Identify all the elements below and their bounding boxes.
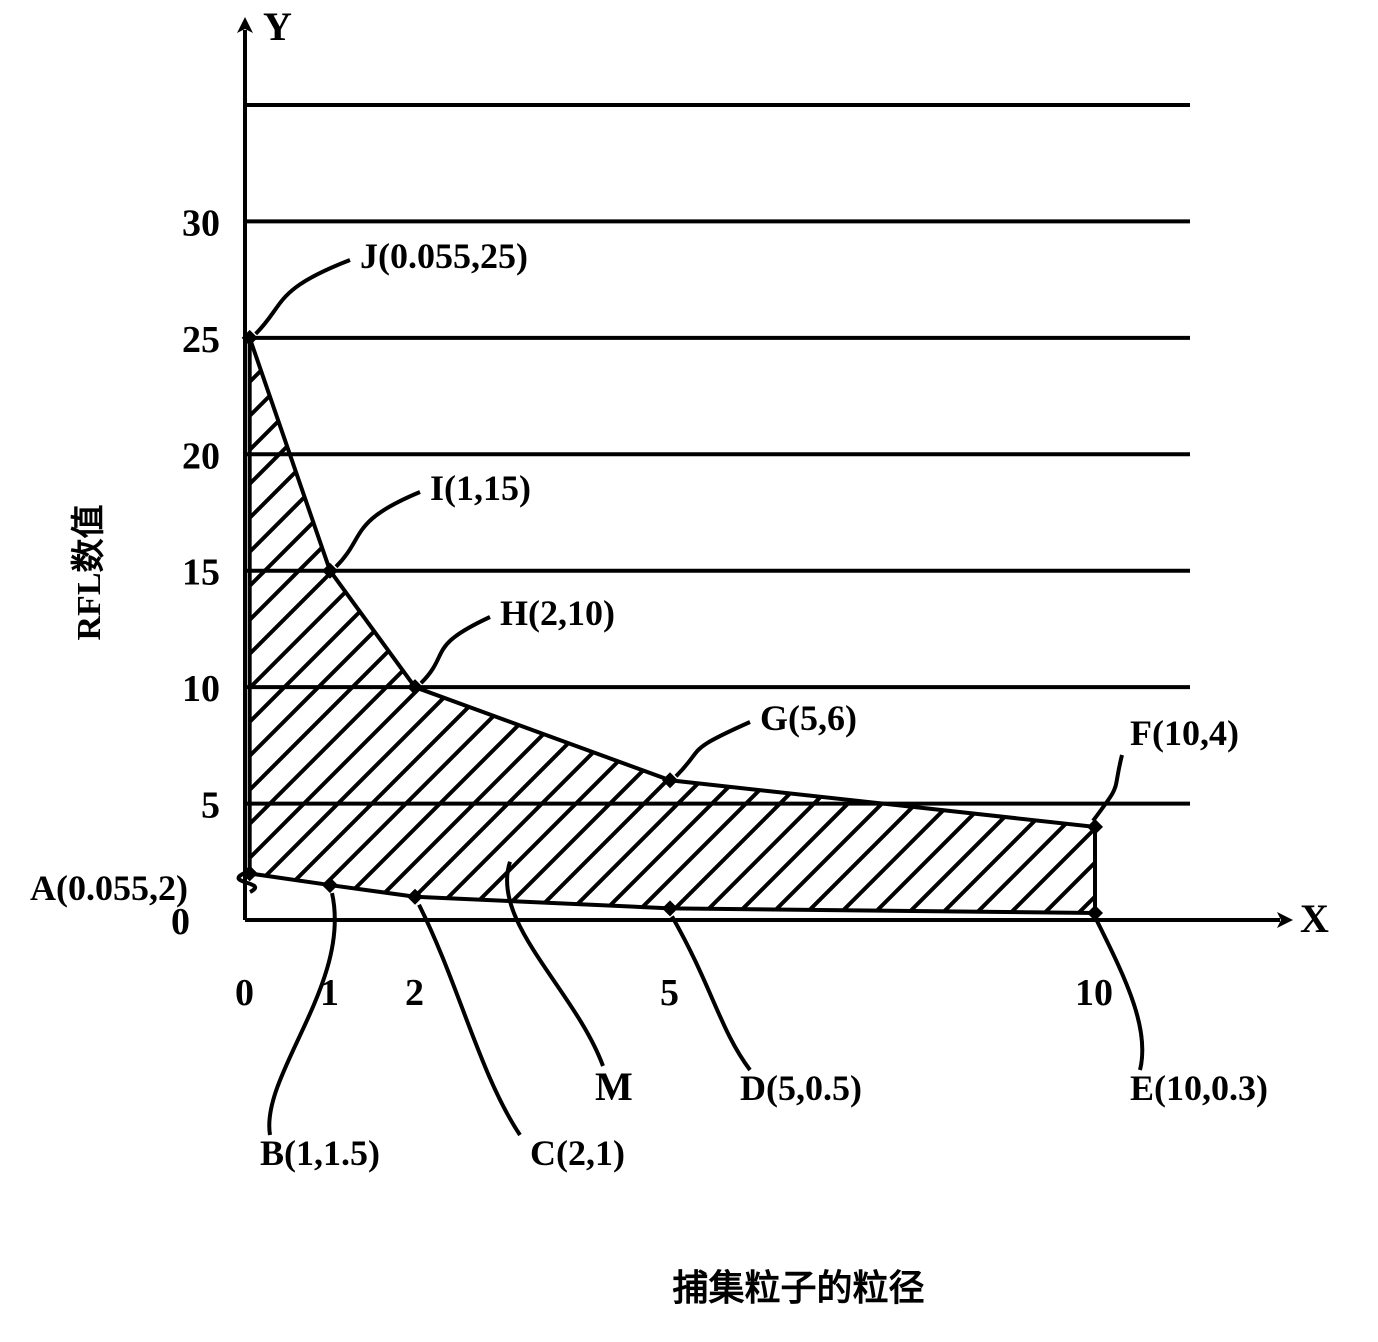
hatch-line [389, 308, 1004, 923]
hatch-line [0, 308, 358, 923]
point-label-h: H(2,10) [500, 593, 615, 633]
x-axis-end-label: X [1300, 896, 1329, 941]
hatch-line [865, 308, 1378, 923]
hatch-line [355, 308, 970, 923]
hatch-line [0, 308, 460, 923]
point-label-g: G(5,6) [760, 698, 857, 738]
point-label-d: D(5,0.5) [740, 1068, 862, 1108]
point-label-f: F(10,4) [1130, 713, 1239, 753]
hatch-line [117, 308, 732, 923]
callout-h [421, 617, 490, 683]
y-tick-label: 15 [182, 552, 220, 594]
hatch-line [831, 308, 1378, 923]
point-label-j: J(0.055,25) [360, 236, 528, 276]
interior-label-m: M [595, 1064, 633, 1109]
callout-b [269, 893, 335, 1135]
x-tick-label: 5 [660, 972, 679, 1014]
hatch-line [729, 308, 1344, 923]
x-tick-label: 2 [405, 972, 424, 1014]
callout-d [672, 916, 750, 1070]
callout-j [256, 260, 350, 334]
hatch-line [151, 308, 766, 923]
y-axis-end-label: Y [263, 4, 292, 49]
rfl-chart: 012510051015202530 XYRFL数值捕集粒子的粒径A(0.055… [0, 0, 1378, 1342]
hatch-line [763, 308, 1378, 923]
hatch-line [661, 308, 1276, 923]
point-label-a: A(0.055,2) [30, 868, 188, 908]
y-tick-label: 10 [182, 668, 220, 710]
point-label-i: I(1,15) [430, 468, 531, 508]
hatch-line [1069, 308, 1378, 923]
point-label-b: B(1,1.5) [260, 1133, 380, 1173]
y-tick-label: 30 [182, 202, 220, 244]
y-tick-label: 20 [182, 435, 220, 477]
y-tick-label: 5 [201, 785, 220, 827]
point-marker-d [662, 900, 678, 916]
hatch-line [797, 308, 1378, 923]
point-label-c: C(2,1) [530, 1133, 625, 1173]
y-tick-label: 25 [182, 319, 220, 361]
hatch-line [185, 308, 800, 923]
x-tick-label: 0 [235, 972, 254, 1014]
callout-g [676, 722, 750, 776]
callout-c [419, 905, 520, 1135]
hatch-line [525, 308, 1140, 923]
region-polygon [250, 338, 1095, 913]
hatch-line [627, 308, 1242, 923]
callout-i [336, 492, 420, 567]
callout-f [1093, 755, 1122, 821]
x-tick-label: 10 [1075, 972, 1113, 1014]
hatch-line [967, 308, 1378, 923]
hatch-line [0, 308, 392, 923]
hatch-line [321, 308, 936, 923]
point-label-e: E(10,0.3) [1130, 1068, 1268, 1108]
hatch-line [1035, 308, 1378, 923]
hatch-line [899, 308, 1378, 923]
hatch-line [1103, 308, 1378, 923]
hatch-line [559, 308, 1174, 923]
x-axis-title: 捕集粒子的粒径 [673, 1268, 925, 1308]
hatch-line [933, 308, 1378, 923]
hatch-line [593, 308, 1208, 923]
y-axis-title: RFL数值 [70, 505, 108, 641]
point-marker-b [322, 877, 338, 893]
hatch-line [695, 308, 1310, 923]
